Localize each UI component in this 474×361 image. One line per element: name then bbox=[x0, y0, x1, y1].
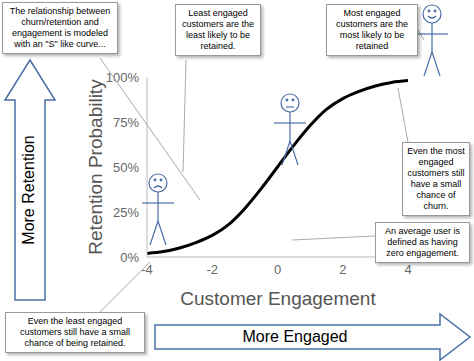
svg-text:2: 2 bbox=[339, 262, 346, 277]
html-text:The relationship between churn: The relationship between churn/retention… bbox=[9, 6, 111, 49]
svg-text:-4: -4 bbox=[141, 262, 153, 277]
svg-text:More Retention: More Retention bbox=[20, 135, 37, 244]
svg-text:4: 4 bbox=[404, 262, 411, 277]
svg-text:0%: 0% bbox=[120, 250, 139, 265]
html-text:Even the least engaged custome: Even the least engaged customers still h… bbox=[20, 316, 130, 348]
svg-text:Customer Engagement: Customer Engagement bbox=[180, 288, 376, 309]
svg-text:25%: 25% bbox=[113, 205, 139, 220]
svg-text:50%: 50% bbox=[113, 160, 139, 175]
svg-text:75%: 75% bbox=[113, 115, 139, 130]
svg-text:Retention Probability: Retention Probability bbox=[85, 79, 106, 255]
html-text:Most engaged customers are the: Most engaged customers are the most like… bbox=[336, 8, 408, 51]
html-text:An average user is defined as: An average user is defined as having zer… bbox=[385, 226, 460, 258]
svg-text:-2: -2 bbox=[206, 262, 218, 277]
svg-text:0: 0 bbox=[274, 262, 281, 277]
html-text:Least engaged customers are th: Least engaged customers are the least li… bbox=[182, 8, 254, 51]
svg-text:More Engaged: More Engaged bbox=[243, 328, 348, 345]
html-text:Even the most engaged customer: Even the most engaged customers still ha… bbox=[407, 146, 465, 211]
svg-text:100%: 100% bbox=[106, 70, 140, 85]
